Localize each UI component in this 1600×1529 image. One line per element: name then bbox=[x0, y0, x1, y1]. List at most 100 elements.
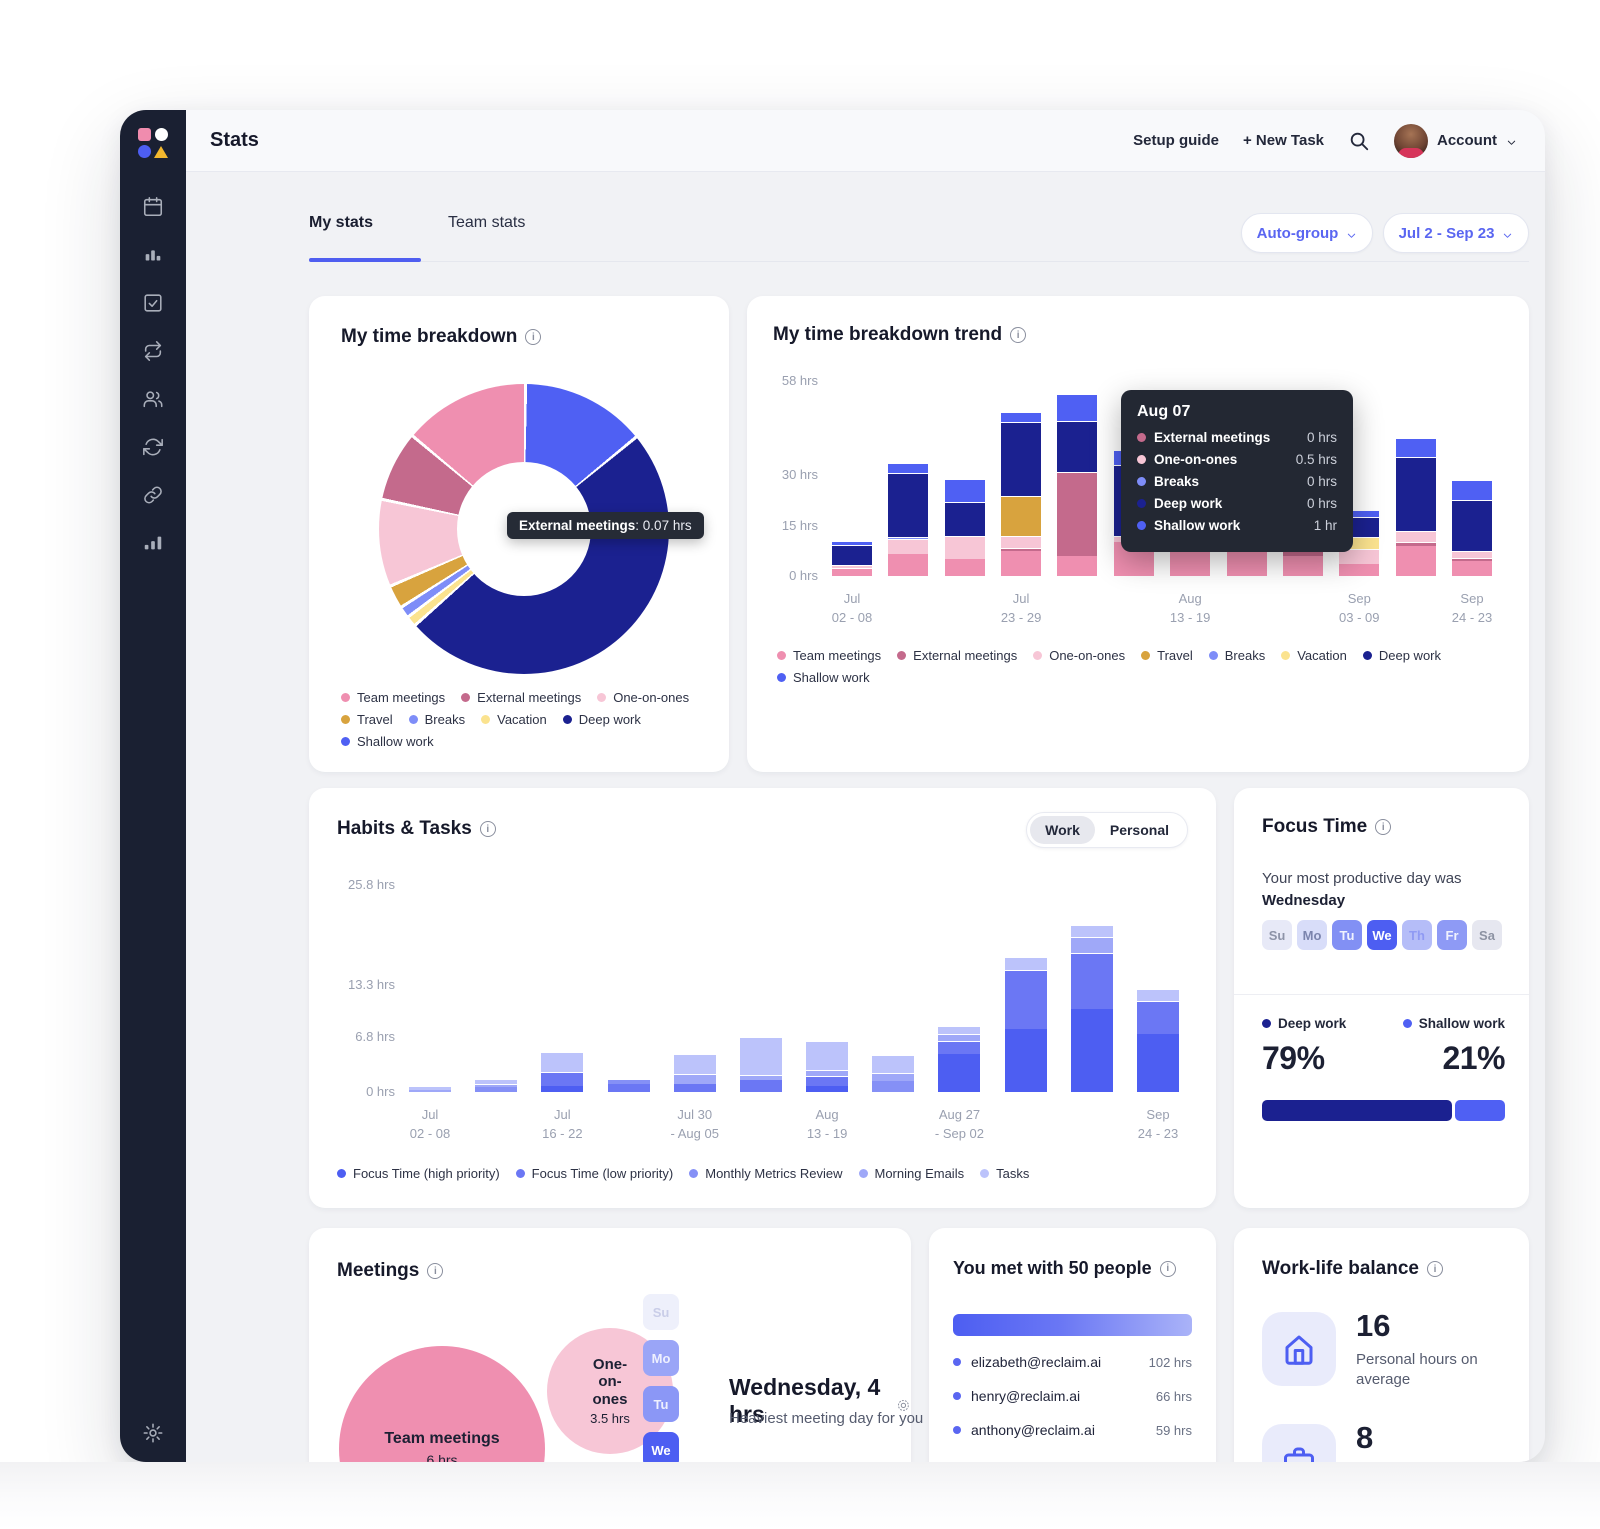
stacked-bar[interactable] bbox=[673, 1053, 716, 1092]
y-axis-label: 0 hrs bbox=[789, 568, 818, 583]
bar-segment bbox=[1070, 937, 1113, 954]
bar-segment bbox=[1070, 1008, 1113, 1092]
card-people-met: You met with 50 people i elizabeth@recla… bbox=[929, 1228, 1216, 1462]
legend-item: Travel bbox=[341, 712, 393, 727]
stats-icon[interactable] bbox=[142, 244, 164, 266]
day-chip-th: Th bbox=[1402, 920, 1432, 950]
stacked-bar[interactable] bbox=[541, 1051, 584, 1092]
stacked-bar[interactable] bbox=[1452, 480, 1492, 576]
team-meetings-bubble[interactable]: Team meetings 6 hrs bbox=[339, 1346, 545, 1462]
stacked-bar[interactable] bbox=[1001, 411, 1042, 576]
stacked-bar[interactable] bbox=[832, 541, 872, 576]
card-focus-time: Focus Time i Your most productive day wa… bbox=[1234, 788, 1529, 1208]
stacked-bar[interactable] bbox=[607, 1079, 650, 1092]
focus-best-day: Wednesday bbox=[1262, 892, 1346, 909]
info-icon[interactable]: i bbox=[1426, 1261, 1443, 1277]
legend-item: Breaks bbox=[408, 712, 465, 727]
date-range-dropdown[interactable]: Jul 2 - Sep 23 bbox=[1383, 213, 1529, 253]
stacked-bar[interactable] bbox=[1137, 988, 1179, 1092]
card-title: Habits & Tasks bbox=[337, 818, 472, 839]
bar-segment bbox=[409, 1089, 451, 1092]
info-icon[interactable]: i bbox=[525, 329, 542, 345]
bar-segment bbox=[475, 1083, 518, 1088]
info-icon[interactable]: i bbox=[1375, 819, 1392, 835]
settings-gear-icon[interactable] bbox=[142, 1422, 164, 1444]
auto-group-dropdown[interactable]: Auto-group bbox=[1241, 213, 1373, 253]
calendar-icon[interactable] bbox=[142, 196, 164, 218]
stacked-bar[interactable] bbox=[944, 478, 985, 576]
stacked-bar[interactable] bbox=[872, 1055, 915, 1092]
new-task-button[interactable]: + New Task bbox=[1242, 132, 1324, 149]
legend-item: Deep work bbox=[1362, 648, 1441, 663]
card-title: Meetings bbox=[337, 1260, 420, 1281]
content: My stats Team stats Auto-group Jul 2 - S… bbox=[186, 172, 1545, 1462]
stacked-bar[interactable] bbox=[1339, 510, 1380, 576]
people-icon[interactable] bbox=[142, 388, 164, 410]
bar-segment bbox=[1057, 421, 1098, 472]
page-title: Stats bbox=[210, 129, 259, 151]
bar-segment bbox=[1452, 557, 1492, 561]
stacked-bar[interactable] bbox=[888, 463, 929, 576]
habits-stacked-bar-chart[interactable]: 25.8 hrs 13.3 hrs 6.8 hrs 0 hrs Jul 02 - 08 Ju… bbox=[348, 877, 1179, 1141]
info-icon[interactable]: i bbox=[1010, 327, 1027, 343]
sync-icon[interactable] bbox=[142, 436, 164, 458]
bar-segment bbox=[1137, 1034, 1179, 1092]
info-icon[interactable]: i bbox=[427, 1263, 444, 1279]
bar-segment bbox=[1070, 953, 1113, 1009]
bar-segment bbox=[938, 1026, 981, 1035]
stacked-bar[interactable] bbox=[1070, 925, 1113, 1092]
info-icon[interactable]: i bbox=[479, 821, 496, 837]
shallow-work-bar-segment bbox=[1454, 1100, 1505, 1121]
tasks-icon[interactable] bbox=[142, 292, 164, 314]
person-row: henry@reclaim.ai 66 hrs bbox=[953, 1388, 1192, 1404]
stacked-bar[interactable] bbox=[739, 1037, 782, 1092]
x-axis-label: Aug 13 - 19 bbox=[806, 1107, 848, 1141]
tab-my-stats[interactable]: My stats bbox=[309, 214, 374, 231]
donut-legend: Team meetings External meetings One-on-one… bbox=[341, 690, 699, 749]
toggle-personal[interactable]: Personal bbox=[1109, 822, 1169, 838]
tab-team-stats[interactable]: Team stats bbox=[448, 214, 526, 231]
briefcase-icon bbox=[1262, 1424, 1336, 1462]
bar-segment bbox=[673, 1083, 716, 1092]
habits-repeat-icon[interactable] bbox=[142, 340, 164, 362]
stacked-bar[interactable] bbox=[409, 1086, 451, 1092]
bar-segment bbox=[607, 1083, 650, 1092]
bar-segment bbox=[673, 1053, 716, 1075]
bar-segment bbox=[1170, 549, 1211, 576]
bar-segment bbox=[1004, 970, 1047, 1030]
analytics-icon[interactable] bbox=[142, 532, 164, 554]
bar-segment bbox=[1395, 542, 1436, 546]
info-icon[interactable]: i bbox=[1159, 1260, 1176, 1277]
stacked-bar[interactable] bbox=[1057, 394, 1098, 576]
setup-guide-button[interactable]: Setup guide bbox=[1133, 132, 1219, 149]
tooltip-row: Deep work 0 hrs bbox=[1137, 496, 1337, 511]
chevron-down-icon bbox=[1506, 135, 1517, 146]
shallow-work-percent: 21% bbox=[1442, 1040, 1505, 1076]
avatar bbox=[1394, 123, 1428, 158]
stacked-bar[interactable] bbox=[1395, 438, 1436, 576]
stacked-bar[interactable] bbox=[1004, 957, 1047, 1092]
bar-segment bbox=[806, 1086, 849, 1092]
stacked-bar[interactable] bbox=[475, 1079, 518, 1092]
reclaim-logo-icon[interactable] bbox=[138, 128, 168, 158]
bar-segment bbox=[944, 535, 985, 560]
bar-segment bbox=[832, 569, 872, 576]
tooltip-row: External meetings 0 hrs bbox=[1137, 430, 1337, 445]
account-menu[interactable]: Account bbox=[1394, 123, 1517, 158]
bar-segment bbox=[1395, 438, 1436, 457]
card-title: You met with 50 people bbox=[953, 1258, 1152, 1278]
search-icon[interactable] bbox=[1348, 130, 1370, 152]
stacked-bar[interactable] bbox=[938, 1026, 981, 1092]
deep-work-percent: 79% bbox=[1262, 1040, 1325, 1076]
stacked-bar[interactable] bbox=[806, 1041, 849, 1092]
bar-segment bbox=[944, 502, 985, 536]
integrations-link-icon[interactable] bbox=[142, 484, 164, 506]
habits-legend: Focus Time (high priority) Focus Time (lo… bbox=[337, 1166, 1197, 1181]
toggle-work[interactable]: Work bbox=[1030, 816, 1095, 844]
person-row: elizabeth@reclaim.ai 102 hrs bbox=[953, 1354, 1192, 1370]
legend-item: Vacation bbox=[1281, 648, 1347, 663]
account-label: Account bbox=[1437, 132, 1497, 149]
x-axis-label: Aug 13 - 19 bbox=[1169, 591, 1211, 625]
bar-segment bbox=[1004, 957, 1047, 971]
